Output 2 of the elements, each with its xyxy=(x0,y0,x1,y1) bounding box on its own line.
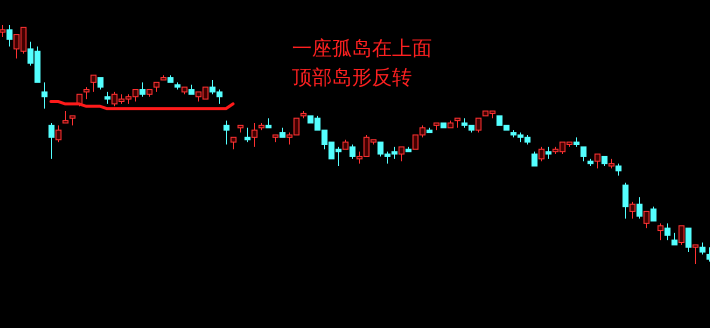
annotation: 顶部岛形反转 xyxy=(292,65,412,89)
annotation: 一座孤岛在上面 xyxy=(292,36,432,60)
